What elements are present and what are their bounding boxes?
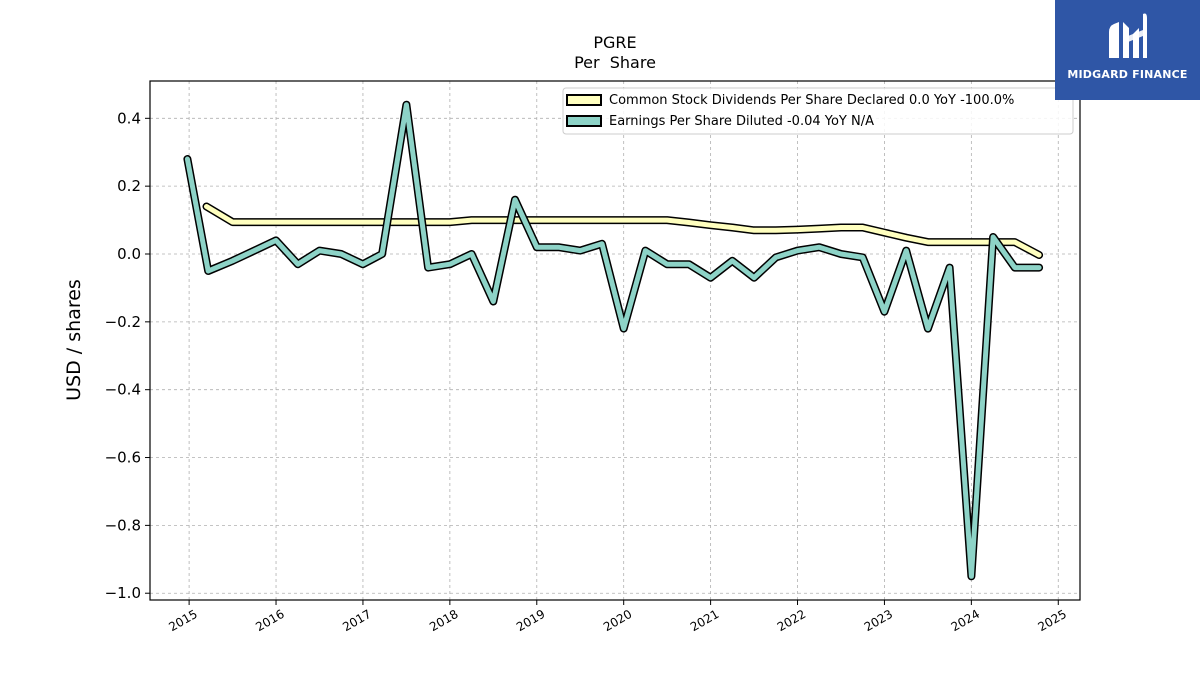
legend-label: Common Stock Dividends Per Share Declare… — [609, 93, 1014, 108]
y-tick-label: −0.4 — [105, 381, 141, 399]
midgard-mh-monogram-icon — [1109, 13, 1147, 58]
series-eps-line — [184, 102, 1042, 579]
grid — [150, 81, 1080, 600]
x-tick-label: 2015 — [166, 607, 199, 634]
x-tick-label: 2024 — [949, 607, 982, 634]
axis-ticks: 2015 2016 2017 2018 2019 2020 2021 2022 2023 2024… — [105, 109, 1069, 634]
x-tick-label: 2020 — [601, 607, 634, 634]
x-tick-label: 2022 — [775, 607, 808, 634]
chart-subtitle: Per Share — [574, 53, 656, 72]
y-tick-label: 0.2 — [117, 177, 141, 195]
series-eps-outline — [183, 100, 1044, 581]
legend-swatch — [566, 115, 602, 127]
brand-name: MIDGARD FINANCE — [1067, 68, 1188, 81]
y-tick-label: −0.8 — [105, 516, 141, 534]
series-dividends-line — [204, 204, 1042, 258]
series-lines — [183, 100, 1044, 581]
legend-box — [562, 87, 1074, 135]
x-tick-label: 2021 — [688, 607, 721, 634]
y-tick-label: −0.6 — [105, 449, 141, 467]
x-tick-label: 2025 — [1036, 607, 1069, 634]
y-axis-label: USD / shares — [63, 279, 85, 401]
y-tick-label: 0.4 — [117, 109, 141, 127]
y-tick-label: 0.0 — [117, 245, 141, 263]
x-tick-label: 2016 — [253, 607, 286, 634]
legend-swatch — [566, 94, 602, 106]
plot-area-frame — [149, 80, 1081, 601]
legend: Common Stock Dividends Per Share Declare… — [562, 87, 1074, 135]
y-tick-label: −0.2 — [105, 313, 141, 331]
chart-title: PGRE — [593, 33, 636, 52]
x-tick-label: 2017 — [340, 607, 373, 634]
x-tick-label: 2018 — [427, 607, 460, 634]
legend-label: Earnings Per Share Diluted -0.04 YoY N/A — [609, 114, 874, 129]
x-tick-label: 2019 — [514, 607, 547, 634]
x-tick-label: 2023 — [862, 607, 895, 634]
series-dividends-outline — [202, 202, 1044, 259]
brand-logo: MIDGARD FINANCE — [1055, 0, 1200, 100]
y-tick-label: −1.0 — [105, 584, 141, 602]
